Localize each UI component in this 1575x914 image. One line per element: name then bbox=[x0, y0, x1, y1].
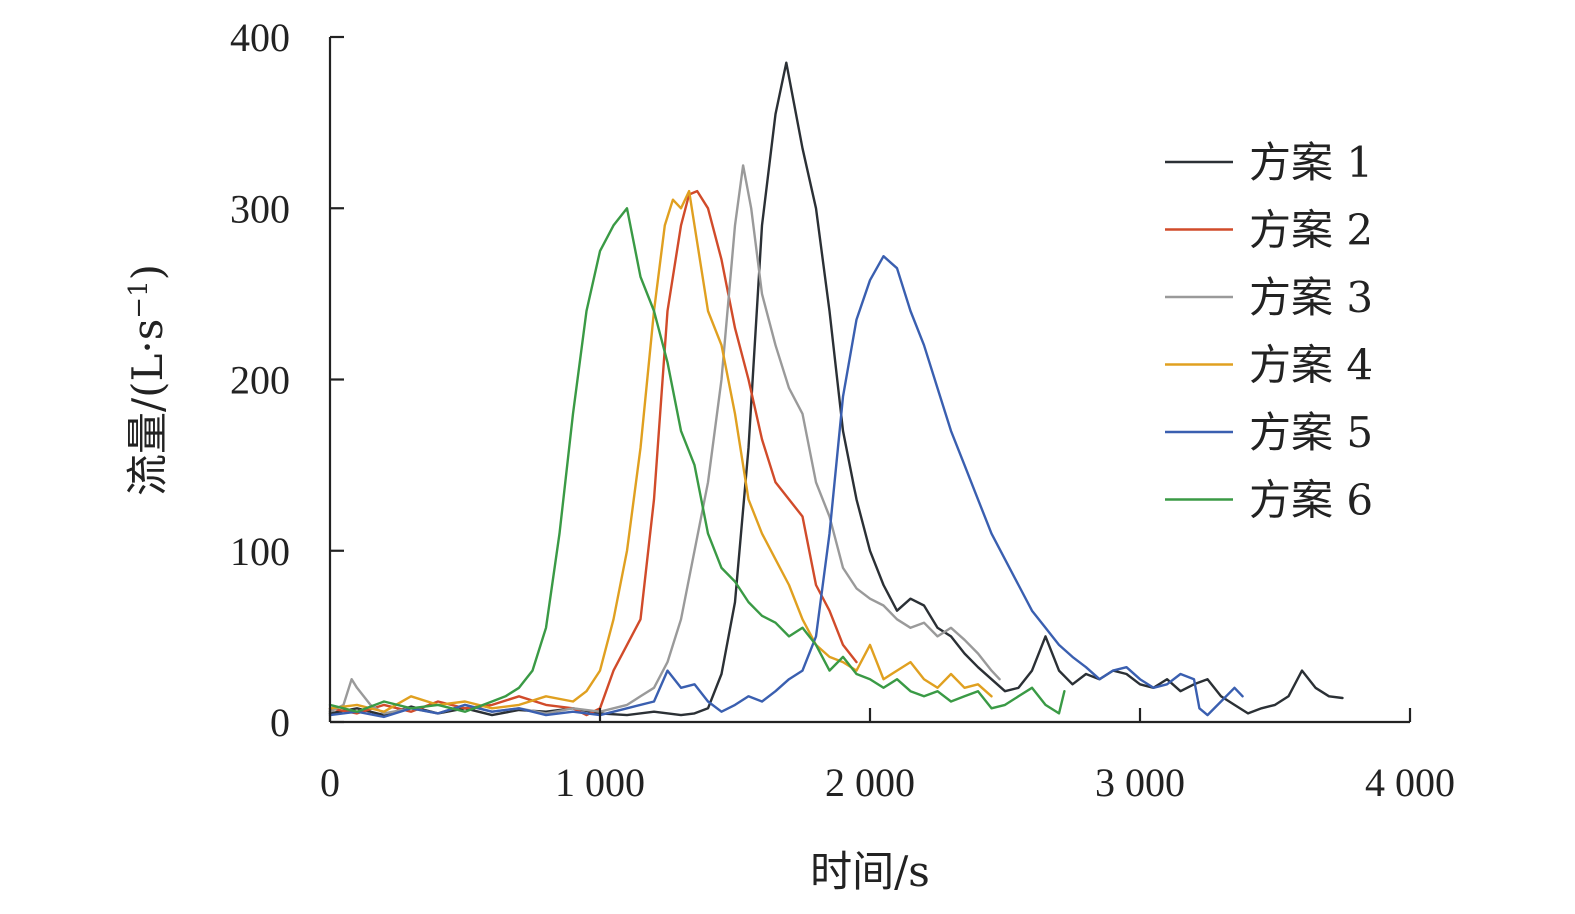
series-line-3 bbox=[328, 164, 1001, 715]
y-tick-label: 200 bbox=[230, 358, 290, 403]
x-tick-label: 1 000 bbox=[555, 760, 645, 805]
y-axis-title-main: 流量/(L·s bbox=[123, 319, 172, 496]
legend-label-4: 方案 4 bbox=[1249, 341, 1373, 390]
y-axis-title: 流量/(L·s−1) bbox=[123, 264, 172, 496]
y-axis-title-sup: −1 bbox=[124, 280, 154, 318]
x-axis-ticks: 0 1 000 2 000 3 000 4 000 bbox=[320, 708, 1455, 805]
series-line-2 bbox=[328, 189, 858, 717]
series-line-6 bbox=[328, 207, 1066, 715]
series-line-1 bbox=[328, 61, 1344, 717]
y-tick-label: 0 bbox=[270, 700, 290, 745]
legend: 方案 1 方案 2 方案 3 方案 4 方案 5 方案 6 bbox=[1165, 138, 1373, 525]
x-tick-label: 2 000 bbox=[825, 760, 915, 805]
y-axis-title-close: ) bbox=[123, 264, 172, 280]
plot-area bbox=[328, 61, 1344, 719]
series-line-5 bbox=[328, 255, 1244, 719]
legend-label-3: 方案 3 bbox=[1249, 273, 1373, 322]
y-tick-label: 300 bbox=[230, 186, 290, 231]
legend-label-1: 方案 1 bbox=[1249, 138, 1373, 187]
legend-label-2: 方案 2 bbox=[1249, 206, 1373, 255]
x-tick-label: 3 000 bbox=[1095, 760, 1185, 805]
legend-label-5: 方案 5 bbox=[1249, 408, 1373, 457]
x-tick-label: 0 bbox=[320, 760, 340, 805]
y-tick-label: 100 bbox=[230, 529, 290, 574]
series-line-4 bbox=[328, 189, 993, 713]
y-axis-ticks: 0 100 200 300 400 bbox=[230, 15, 344, 745]
x-axis-title: 时间/s bbox=[810, 847, 930, 896]
x-tick-label: 4 000 bbox=[1365, 760, 1455, 805]
legend-label-6: 方案 6 bbox=[1249, 476, 1373, 525]
y-tick-label: 400 bbox=[230, 15, 290, 60]
